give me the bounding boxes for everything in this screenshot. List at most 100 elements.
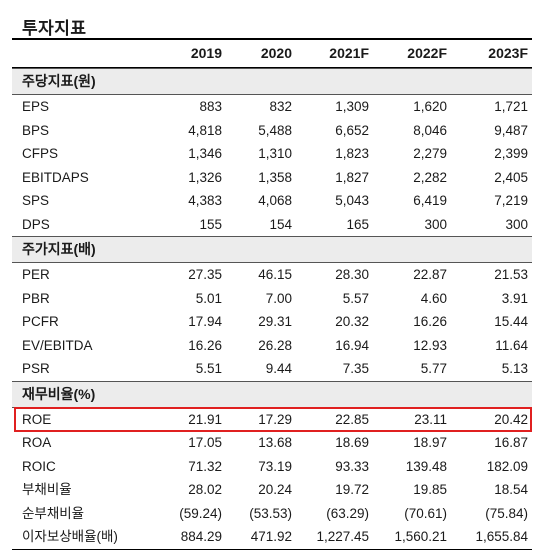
table-cell: 5.51 (195, 361, 222, 376)
table-cell: 20.42 (494, 411, 528, 427)
table-cell: 3.91 (501, 290, 528, 306)
row-label: EV/EBITDA (22, 337, 93, 353)
section-title: 재무비율(%) (22, 385, 96, 402)
section-header-row: 주당지표(원) (12, 68, 532, 95)
table-cell: 15.44 (494, 314, 528, 329)
table-cell: 93.33 (335, 458, 369, 474)
table-row: ROA 17.05 13.68 18.69 18.97 16.87 (12, 431, 532, 455)
table-cell: 21.91 (188, 411, 222, 427)
table-cell: 17.29 (258, 411, 292, 427)
table-cell: 22.87 (413, 267, 447, 282)
table-row: EBITDAPS 1,326 1,358 1,827 2,282 2,405 (12, 166, 532, 190)
table-row: PER 27.35 46.15 28.30 22.87 21.53 (12, 263, 532, 287)
table-row: PCFR 17.94 29.31 20.32 16.26 15.44 (12, 310, 532, 334)
table-cell: 28.30 (335, 267, 369, 282)
table-cell: 28.02 (188, 482, 222, 497)
table-cell: 2,279 (413, 146, 447, 161)
table-row: SPS 4,383 4,068 5,043 6,419 7,219 (12, 189, 532, 213)
table-cell: 1,655.84 (475, 529, 528, 544)
table-cell: 17.94 (188, 314, 222, 329)
table-cell: (53.53) (249, 505, 292, 521)
row-label: BPS (22, 122, 50, 138)
table-cell: 22.85 (335, 411, 369, 427)
row-label: 부채비율 (22, 482, 72, 497)
section-header-row: 재무비율(%) (12, 380, 532, 408)
table-cell: 6,419 (413, 193, 447, 208)
table-cell: 21.53 (494, 267, 528, 282)
table-row: ROIC 71.32 73.19 93.33 139.48 182.09 (12, 455, 532, 479)
column-header: 2021F (329, 45, 369, 61)
column-header: 2023F (488, 45, 528, 61)
row-label: PER (22, 267, 50, 282)
table-cell: 1,326 (188, 169, 222, 185)
table-row: 이자보상배율(배) 884.29 471.92 1,227.45 1,560.21 1,6… (12, 525, 532, 550)
table-cell: (70.61) (404, 505, 447, 521)
table-cell: 1,309 (335, 99, 369, 114)
table-cell: 18.54 (494, 482, 528, 497)
table-cell: 16.26 (413, 314, 447, 329)
table-row: DPS 155 154 165 300 300 (12, 213, 532, 237)
table-cell: 883 (199, 99, 222, 114)
table-cell: 13.68 (258, 435, 292, 450)
table-row: 부채비율 28.02 20.24 19.72 19.85 18.54 (12, 478, 532, 502)
table-cell: 73.19 (258, 458, 292, 474)
table-cell: 155 (199, 216, 222, 232)
table-cell: 20.32 (335, 314, 369, 329)
table-header-row: 2019 2020 2021F 2022F 2023F (12, 38, 532, 68)
table-cell: 12.93 (413, 337, 447, 353)
row-label: ROE (22, 411, 52, 427)
table-cell: 26.28 (258, 337, 292, 353)
table-cell: 884.29 (180, 529, 222, 544)
table-cell: 1,358 (258, 169, 292, 185)
table-row: CFPS 1,346 1,310 1,823 2,279 2,399 (12, 142, 532, 166)
table-cell: 9,487 (494, 122, 528, 138)
table-cell: 4,818 (188, 122, 222, 138)
row-label: 이자보상배율(배) (22, 529, 118, 544)
table-cell: 1,560.21 (394, 529, 447, 544)
row-label: PBR (22, 290, 50, 306)
table-row: PBR 5.01 7.00 5.57 4.60 3.91 (12, 287, 532, 311)
table-cell: 5.13 (501, 361, 528, 376)
table-cell: 18.97 (413, 435, 447, 450)
column-header: 2022F (407, 45, 447, 61)
table-cell: 832 (269, 99, 292, 114)
table-cell: 46.15 (258, 267, 292, 282)
page-title: 투자지표 (22, 19, 87, 38)
table-cell: 1,310 (258, 146, 292, 161)
table-cell: 182.09 (486, 458, 528, 474)
table-cell: 1,346 (188, 146, 222, 161)
row-label: PSR (22, 361, 50, 376)
table-cell: 9.44 (265, 361, 292, 376)
table-cell: 154 (269, 216, 292, 232)
table-cell: 139.48 (405, 458, 447, 474)
table-cell: 19.85 (413, 482, 447, 497)
table-cell: 1,620 (413, 99, 447, 114)
table-cell: 2,405 (494, 169, 528, 185)
table-cell: 8,046 (413, 122, 447, 138)
table-cell: 165 (346, 216, 369, 232)
row-label: EPS (22, 99, 50, 114)
table-cell: 4,068 (258, 193, 292, 208)
table-row: 순부채비율 (59.24) (53.53) (63.29) (70.61) (75.84) (12, 502, 532, 526)
table-cell: 1,823 (335, 146, 369, 161)
table-cell: 1,827 (335, 169, 369, 185)
row-label: DPS (22, 216, 50, 232)
table-cell: (59.24) (179, 505, 222, 521)
table-cell: 23.11 (414, 411, 447, 427)
table-cell: 1,227.45 (316, 529, 369, 544)
table-cell: 19.72 (335, 482, 369, 497)
table-cell: 471.92 (250, 529, 292, 544)
table-cell: 16.94 (335, 337, 369, 353)
row-label: ROIC (22, 458, 56, 474)
table-row: PSR 5.51 9.44 7.35 5.77 5.13 (12, 357, 532, 381)
table-cell: 5,043 (335, 193, 369, 208)
table-cell: 18.69 (335, 435, 369, 450)
investment-indicators-table: 2019 2020 2021F 2022F 2023F 주당지표(원) EPS 88… (12, 38, 532, 550)
column-header: 2020 (260, 45, 292, 61)
table-cell: 16.26 (188, 337, 222, 353)
table-cell: 7,219 (494, 193, 528, 208)
table-cell: 300 (424, 216, 447, 232)
table-cell: 6,652 (335, 122, 369, 138)
column-header: 2019 (190, 45, 222, 61)
table-row: BPS 4,818 5,488 6,652 8,046 9,487 (12, 119, 532, 143)
